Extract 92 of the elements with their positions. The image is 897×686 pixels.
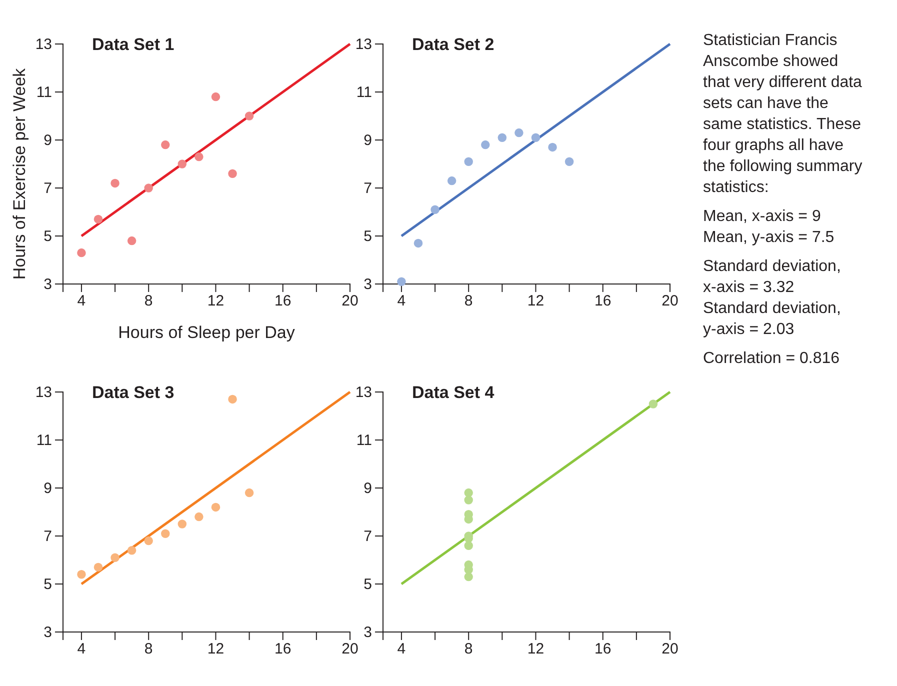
point [127, 236, 136, 246]
point [397, 277, 406, 286]
x-tick-label: 4 [397, 292, 406, 310]
text: Correlation = 0.816 [703, 350, 840, 367]
y-tick-label: 5 [44, 576, 52, 593]
point [430, 205, 440, 214]
y-tick-label: 5 [44, 228, 52, 245]
x-tick-label: 12 [527, 640, 544, 658]
y-tick-label: 11 [356, 432, 372, 449]
x-tick-label: 4 [77, 640, 86, 658]
text: Standard deviation, x-axis = 3.32 Standard deviation, y-axis = 2.03 [703, 258, 841, 338]
x-tick-label: 12 [207, 292, 224, 310]
x-tick-label: 20 [662, 640, 678, 658]
y-tick-label: 11 [356, 84, 372, 101]
point [244, 112, 254, 120]
point [414, 238, 423, 248]
point [178, 160, 187, 168]
y-tick-label: 13 [35, 384, 52, 401]
y-axis-title: Hours of Exercise per Week [10, 68, 29, 280]
y-tick-label: 3 [364, 624, 372, 641]
point [228, 394, 237, 404]
y-tick-label: 11 [36, 84, 52, 101]
x-tick-label: 16 [594, 292, 612, 310]
chart-title: Data Set 1 [92, 35, 174, 54]
point [464, 488, 473, 498]
chart-title: Data Set 2 [412, 35, 494, 54]
point [94, 214, 103, 224]
point [464, 157, 473, 166]
y-tick-label: 9 [364, 132, 372, 149]
y-tick-label: 5 [364, 576, 372, 593]
x-tick-label: 4 [397, 640, 406, 658]
point [178, 520, 187, 528]
point [77, 570, 86, 579]
x-tick-label: 16 [274, 640, 292, 658]
point [211, 92, 220, 102]
point [464, 572, 473, 582]
text: Statistician Francis Anscombe showed that very different data sets can have the same statistics. These four graphs all have the following summary statistics: [703, 32, 862, 196]
x-tick-label: 20 [342, 292, 358, 310]
y-tick-label: 13 [355, 384, 372, 401]
x-tick-label: 20 [342, 640, 358, 658]
point [161, 529, 170, 538]
x-tick-label: 8 [144, 640, 153, 658]
x-tick-label: 12 [527, 292, 544, 310]
y-tick-label: 9 [44, 132, 52, 149]
x-tick-label: 8 [464, 292, 473, 310]
y-tick-label: 3 [44, 624, 52, 641]
y-tick-label: 7 [44, 528, 52, 545]
point [464, 541, 473, 550]
point [94, 562, 103, 572]
text: Mean, x-axis = 9 Mean, y-axis = 7.5 [703, 208, 834, 246]
y-tick-label: 13 [355, 36, 372, 53]
point [481, 140, 490, 150]
y-tick-label: 11 [36, 432, 52, 449]
point [211, 502, 220, 512]
x-tick-label: 4 [77, 292, 86, 310]
point [77, 248, 86, 258]
x-tick-label: 20 [662, 292, 678, 310]
x-tick-label: 8 [144, 292, 153, 310]
point [531, 133, 540, 142]
point [548, 142, 557, 152]
y-tick-label: 7 [44, 180, 52, 197]
y-tick-label: 3 [364, 276, 372, 293]
y-tick-label: 7 [364, 528, 372, 545]
y-tick-label: 3 [44, 276, 52, 293]
chart-title: Data Set 4 [412, 383, 495, 402]
point [194, 152, 204, 162]
point [564, 157, 574, 166]
chart-title: Data Set 3 [92, 383, 174, 402]
point [110, 178, 120, 188]
point [110, 553, 120, 562]
x-axis-title: Hours of Sleep per Day [118, 323, 296, 342]
point [244, 488, 254, 498]
point [144, 536, 153, 546]
point [498, 133, 507, 142]
y-tick-label: 13 [35, 36, 52, 53]
point [464, 496, 473, 504]
y-tick-label: 9 [44, 480, 52, 497]
x-tick-label: 16 [594, 640, 612, 658]
point [161, 140, 170, 150]
point [228, 169, 237, 178]
point [514, 128, 524, 138]
y-tick-label: 5 [364, 228, 372, 245]
y-tick-label: 9 [364, 480, 372, 497]
point [447, 176, 456, 186]
x-tick-label: 12 [207, 640, 224, 658]
point [127, 546, 136, 555]
x-tick-label: 16 [274, 292, 292, 310]
point [648, 400, 658, 408]
x-tick-label: 8 [464, 640, 473, 658]
point [144, 184, 153, 192]
y-tick-label: 7 [364, 180, 372, 197]
point [194, 512, 204, 522]
